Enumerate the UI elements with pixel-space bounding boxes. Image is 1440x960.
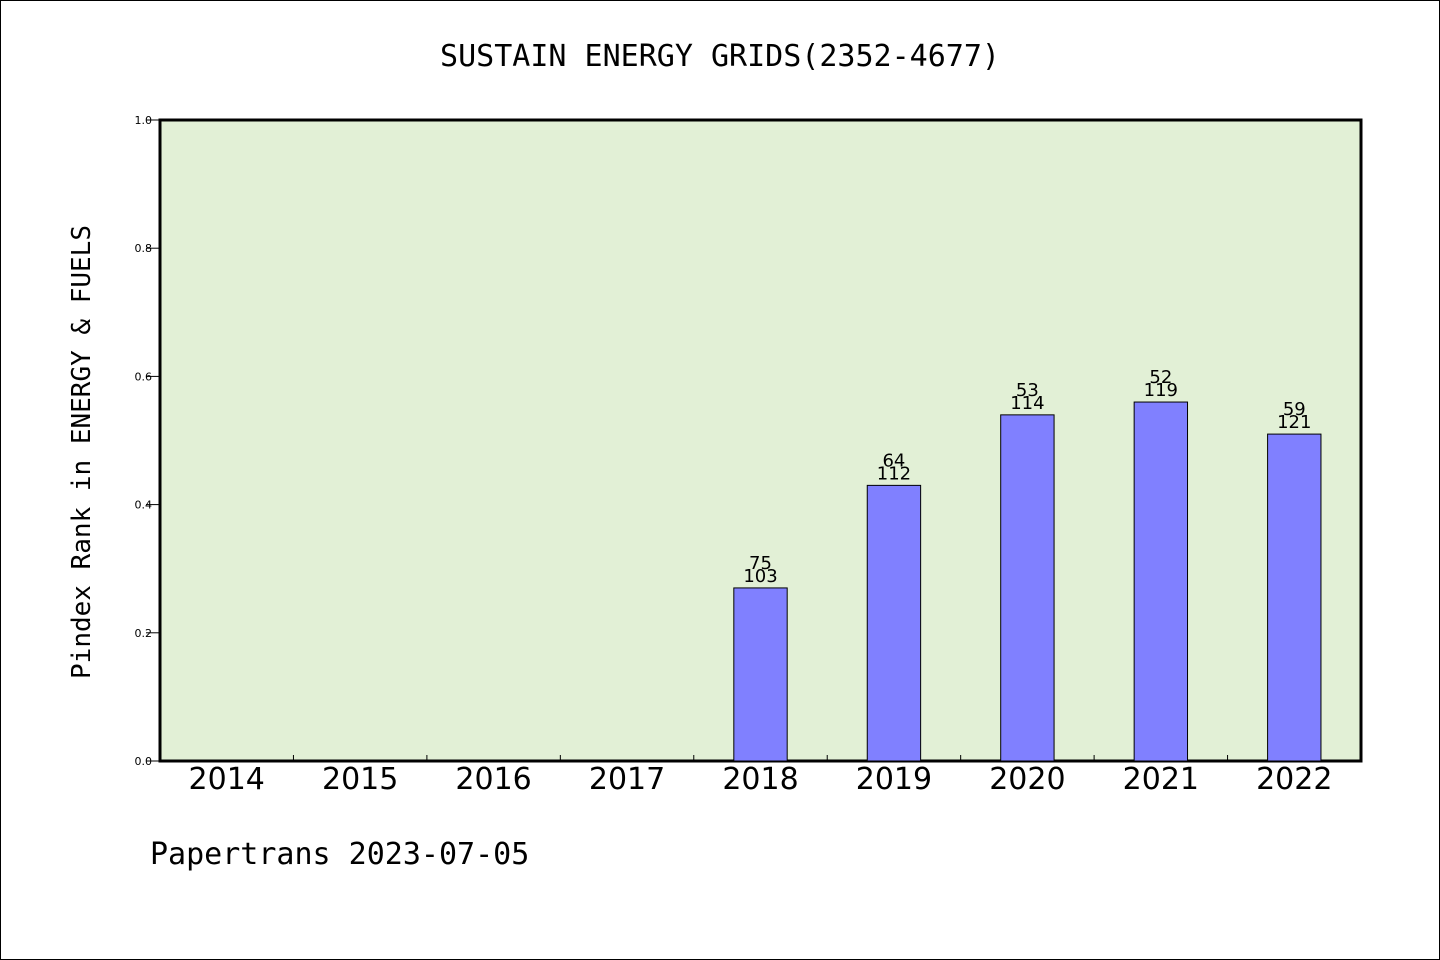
bar [733,587,788,762]
bar-label-rank: 59 [1283,399,1306,420]
x-tick-label: 2020 [989,762,1065,797]
x-tick-label: 2017 [589,762,665,797]
x-tick-label: 2018 [722,762,798,797]
bar-label-rank: 52 [1149,367,1172,388]
bar-label-total: 119 [1144,380,1178,401]
bar-label-total: 114 [1010,393,1044,414]
y-axis-label: Pindex Rank in ENERGY & FUELS [67,225,97,679]
x-tick-label: 2021 [1123,762,1199,797]
x-tick-label: 2022 [1256,762,1332,797]
x-tick-label: 2014 [189,762,265,797]
y-tick-label: 0.2 [135,627,153,640]
bar [1000,414,1055,762]
bar-label-rank: 53 [1016,380,1039,401]
bars [733,401,1322,762]
bar-label-total: 121 [1277,412,1311,433]
chart-title: SUSTAIN ENERGY GRIDS(2352-4677) [440,39,1000,74]
bar-label-rank: 75 [749,553,772,574]
bar [1267,433,1322,762]
x-tick-label: 2016 [455,762,531,797]
y-tick-label: 0.0 [135,755,153,768]
x-tick-label: 2019 [856,762,932,797]
bar-label-total: 103 [743,566,777,587]
x-tick-label: 2015 [322,762,398,797]
bar [1133,401,1189,762]
y-axis: 0.0 0.2 0.4 0.6 0.8 1.0 [135,114,160,768]
bar [866,484,922,762]
y-tick-label: 0.6 [135,370,153,383]
bar-label-total: 112 [877,463,911,484]
bar-label-rank: 64 [882,450,905,471]
y-tick-label: 1.0 [135,114,153,127]
y-tick-label: 0.8 [135,242,153,255]
x-axis: 2014 2015 2016 2017 2018 2019 2020 2021 2022 [189,755,1332,797]
y-tick-label: 0.4 [135,499,153,512]
footer-date: Papertrans 2023-07-05 [150,837,529,872]
